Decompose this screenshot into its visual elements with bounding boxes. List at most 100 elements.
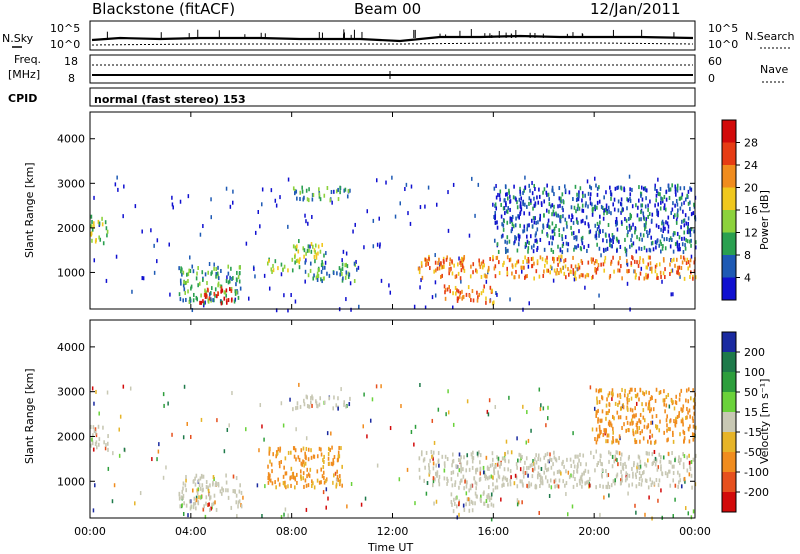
scatter-point [548,197,551,202]
scatter-point [502,263,504,268]
scatter-point [629,212,632,217]
scatter-point [669,262,671,267]
scatter-point [634,440,637,445]
scatter-point [636,421,639,426]
scatter-point [650,483,653,488]
scatter-point [625,464,627,469]
scatter-point [659,390,662,395]
scatter-point [488,498,491,503]
scatter-point [460,455,462,460]
scatter-point [350,307,352,312]
scatter-point [328,396,330,401]
scatter-point [496,242,499,247]
scatter-point [263,437,265,442]
scatter-point [612,479,615,484]
scatter-point [638,260,641,265]
scatter-point [620,186,623,191]
scatter-point [628,217,630,222]
scatter-point [660,196,662,201]
scatter-point [630,396,633,401]
scatter-point [507,467,509,472]
x-tick-label: 00:00 [679,525,711,538]
scatter-point [548,241,551,246]
scatter-point [674,458,676,463]
scatter-point [574,477,576,482]
scatter-point [581,484,583,489]
scatter-point [594,176,596,181]
scatter-point [404,187,406,192]
scatter-point [557,204,559,209]
noise-panel-frame [89,20,696,51]
scatter-point [457,458,460,463]
scatter-point [565,492,567,497]
scatter-point [575,217,578,222]
scatter-point [640,203,642,208]
scatter-point [582,194,584,199]
scatter-point [683,186,686,191]
scatter-point [596,463,599,468]
scatter-point [418,475,421,480]
scatter-point [185,488,187,493]
scatter-point [277,266,279,271]
scatter-point [267,464,269,469]
scatter-point [532,256,534,261]
scatter-point [564,258,567,263]
scatter-point [539,478,542,483]
noise-left-tick-high: 10^5 [50,22,80,35]
scatter-point [600,418,603,423]
scatter-point [516,502,519,507]
scatter-point [437,407,440,412]
scatter-point [228,423,230,428]
scatter-point [442,256,445,261]
scatter-point [98,442,100,447]
scatter-point [475,268,477,273]
scatter-point [597,263,600,268]
scatter-point [263,273,266,278]
scatter-point [485,300,487,305]
scatter-point [638,455,641,460]
scatter-point [221,288,224,293]
scatter-point [618,451,621,456]
scatter-point [201,474,203,479]
scatter-point [90,224,93,229]
scatter-point [538,472,541,477]
scatter-point [443,264,445,269]
scatter-point [424,257,427,262]
scatter-point [689,258,692,263]
scatter-point [596,192,599,197]
scatter-point [270,188,273,193]
scatter-point [587,222,590,227]
scatter-point [637,198,640,203]
scatter-point [310,448,312,453]
scatter-point [216,418,218,423]
scatter-point [577,266,580,271]
scatter-point [690,227,693,232]
scatter-point [632,241,635,246]
scatter-point [279,448,281,453]
scatter-point [261,514,263,519]
scatter-point [579,452,581,457]
scatter-point [561,237,564,242]
scatter-point [190,504,192,509]
scatter-point [634,230,636,235]
scatter-point [240,504,243,509]
scatter-point [344,275,347,280]
scatter-point [540,202,543,207]
scatter-point [345,251,348,256]
scatter-point [581,235,584,240]
scatter-point [462,467,464,472]
scatter-point [463,507,466,512]
scatter-point [689,467,692,472]
scatter-point [230,288,233,293]
scatter-point [195,473,198,478]
scatter-point [471,289,474,294]
scatter-point [494,274,497,279]
scatter-point [431,295,434,300]
freq-left-tick-low: 8 [68,72,75,85]
scatter-point [506,196,509,201]
scatter-point [335,189,338,194]
scatter-point [558,196,561,201]
scatter-point [603,211,605,216]
scatter-point [466,480,468,485]
